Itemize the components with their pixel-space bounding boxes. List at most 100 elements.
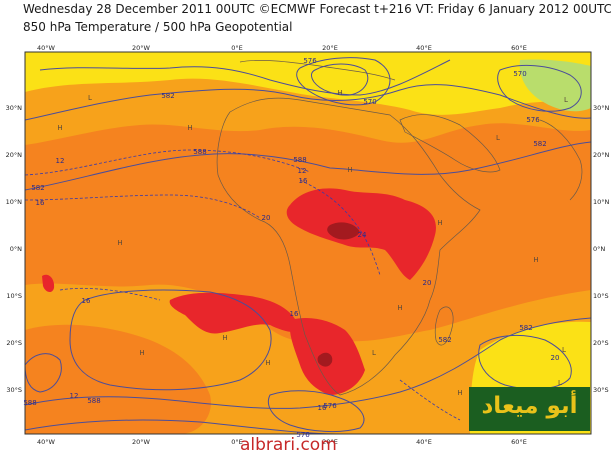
cool-patch-med — [324, 58, 365, 85]
temperature-isotherms — [25, 149, 461, 421]
left-lat-tick: 20°N — [6, 151, 23, 159]
geopotential-label: 582 — [519, 324, 532, 332]
contour-582-north — [25, 84, 591, 121]
bottom-lon-tick: 60°E — [511, 438, 527, 446]
top-longitude-ticks: 40°W 20°W 0°E 20°E 40°E 60°E — [37, 44, 527, 52]
hottest-area-central-africa — [327, 222, 360, 240]
low-pressure-marker: L — [496, 134, 500, 142]
geopotential-labels: 582 582 588 588 570 576 582 588 576 576 582 588 582 5… — [23, 57, 546, 439]
contour-588-southeast — [478, 335, 572, 390]
temperature-label: 16 — [290, 310, 299, 318]
left-lat-tick: 30°S — [6, 386, 22, 394]
low-pressure-marker: L — [564, 96, 568, 104]
left-lat-tick: 30°N — [6, 104, 23, 112]
cold-patch-asia — [519, 59, 591, 112]
right-lat-tick: 10°N — [593, 198, 610, 206]
africa-coastline — [216, 97, 481, 396]
bottom-lon-tick: 0°E — [231, 438, 243, 446]
high-pressure-marker: H — [117, 239, 122, 247]
hot-spot-atlantic — [42, 274, 55, 293]
top-lon-tick: 20°E — [322, 44, 338, 52]
temperature-label: 12 — [56, 157, 65, 165]
temperature-field — [25, 52, 591, 434]
right-lat-tick: 0°N — [593, 245, 605, 253]
right-lat-tick: 20°N — [593, 151, 610, 159]
geopotential-label: 588 — [293, 156, 306, 164]
geopotential-label: 582 — [31, 184, 44, 192]
right-lat-tick: 10°S — [593, 292, 609, 300]
high-pressure-marker: H — [457, 389, 462, 397]
geopotential-label: 576 — [526, 116, 540, 124]
site-watermark: albrari.com — [240, 435, 337, 455]
geopotential-label: 576 — [323, 402, 337, 410]
temperature-label: 16 — [299, 177, 308, 185]
hot-area-south-atlantic — [169, 292, 300, 334]
right-lat-tick: 30°S — [593, 386, 609, 394]
geopotential-label: 582 — [533, 140, 546, 148]
left-lat-tick: 20°S — [6, 339, 22, 347]
contour-588-south-atlantic — [69, 289, 272, 391]
temperature-label: 16 — [82, 297, 91, 305]
high-pressure-marker: H — [337, 89, 342, 97]
temperature-label: 16 — [36, 199, 45, 207]
right-lat-tick: 20°S — [593, 339, 609, 347]
author-logo: أبو ميعاد — [469, 387, 590, 431]
right-latitude-ticks: 30°N 20°N 10°N 0°N 10°S 20°S 30°S — [593, 104, 610, 394]
top-lon-tick: 40°E — [416, 44, 432, 52]
isotherm-16-south — [59, 287, 161, 301]
temperature-label: 12 — [70, 392, 79, 400]
contour-582-southwest — [25, 353, 62, 393]
bottom-lon-tick: 40°W — [37, 438, 56, 446]
top-lon-tick: 60°E — [511, 44, 527, 52]
europe-coastline — [239, 60, 396, 81]
top-lon-tick: 40°W — [37, 44, 56, 52]
geopotential-label: 588 — [23, 399, 36, 407]
temperature-labels: 12 16 12 16 20 24 20 16 16 12 16 20 — [36, 157, 560, 412]
high-pressure-marker: H — [265, 359, 270, 367]
low-pressure-marker: L — [372, 349, 376, 357]
left-latitude-ticks: 30°N 20°N 10°N 0°N 10°S 20°S 30°S — [6, 104, 23, 394]
temperature-label: 24 — [358, 231, 367, 239]
geopotential-label: 570 — [513, 70, 526, 78]
hot-area-central-africa — [286, 188, 436, 280]
bottom-lon-tick: 20°W — [132, 438, 151, 446]
bottom-lon-tick: 40°E — [416, 438, 432, 446]
high-pressure-marker: H — [222, 334, 227, 342]
top-lon-tick: 0°E — [231, 44, 243, 52]
high-pressure-marker: H — [187, 124, 192, 132]
bottom-lon-tick: 20°E — [322, 438, 338, 446]
isotherm-16 — [25, 194, 261, 219]
left-lat-tick: 10°S — [6, 292, 22, 300]
arabia-coastline — [399, 114, 501, 173]
high-pressure-marker: H — [57, 124, 62, 132]
contour-570-low — [296, 57, 391, 106]
high-pressure-marker: H — [437, 219, 442, 227]
high-pressure-marker: H — [139, 349, 144, 357]
geopotential-label: 570 — [363, 98, 376, 106]
geopotential-contours — [25, 57, 591, 434]
low-pressure-marker: L — [562, 346, 566, 354]
high-pressure-marker: H — [533, 256, 538, 264]
temperature-label: 20 — [262, 214, 271, 222]
forecast-title: Wednesday 28 December 2011 00UTC ©ECMWF … — [23, 2, 611, 16]
left-lat-tick: 0°N — [10, 245, 22, 253]
temperature-label: 20 — [423, 279, 432, 287]
map-frame — [24, 51, 592, 435]
low-pressure-marker: L — [88, 94, 92, 102]
isotherm-16-southeast — [399, 379, 461, 421]
contour-582-cape — [267, 390, 365, 433]
madagascar-coastline — [434, 306, 454, 346]
temperature-label: 20 — [551, 354, 560, 362]
isotherm-12 — [25, 149, 311, 176]
bottom-longitude-ticks: 40°W 20°W 0°E 20°E 40°E 60°E — [37, 438, 527, 446]
contour-576-south — [25, 419, 341, 434]
geopotential-label: 588 — [87, 397, 100, 405]
low-pressure-marker: L — [558, 379, 562, 387]
hottest-area-southern-africa — [317, 352, 333, 367]
geopotential-label: 582 — [161, 92, 174, 100]
contour-564-low — [311, 63, 369, 96]
pressure-centers: H H H H H H H H H H H H L L L L L L — [57, 89, 568, 397]
top-lon-tick: 20°W — [132, 44, 151, 52]
geopotential-label: 576 — [296, 431, 310, 439]
